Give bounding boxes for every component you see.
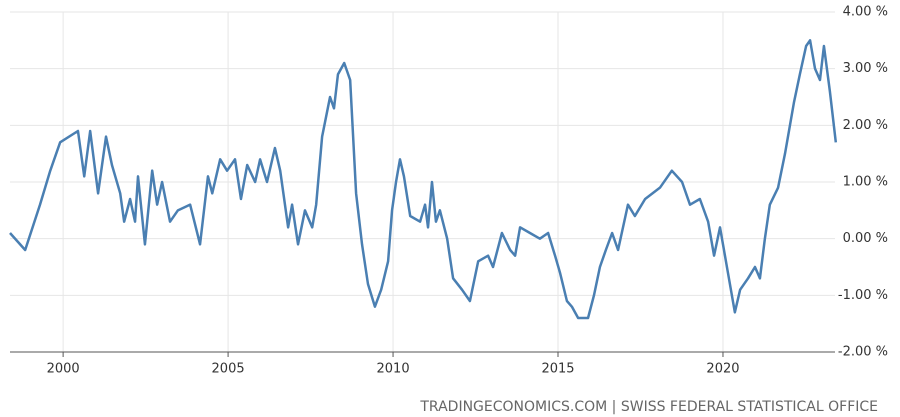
x-tick-label: 2015 bbox=[541, 362, 574, 377]
x-tick-label: 2010 bbox=[377, 362, 410, 377]
x-tick-label: 2005 bbox=[212, 362, 245, 377]
data-line bbox=[9, 39, 838, 320]
y-tick-label: -2.00 % bbox=[838, 345, 888, 360]
x-tick-label: 2000 bbox=[47, 362, 80, 377]
source: TRADINGECONOMICS.COM | SWISS FEDERAL STA… bbox=[419, 399, 878, 415]
y-tick-label: 4.00 % bbox=[843, 5, 888, 20]
x-tick-label: 2020 bbox=[706, 362, 739, 377]
y-tick-label: 3.00 % bbox=[843, 61, 888, 76]
y-tick-label: 1.00 % bbox=[843, 175, 888, 190]
y-tick-label: 0.00 % bbox=[843, 231, 888, 246]
y-tick-label: -1.00 % bbox=[838, 288, 888, 303]
y-tick-label: 2.00 % bbox=[843, 118, 888, 133]
